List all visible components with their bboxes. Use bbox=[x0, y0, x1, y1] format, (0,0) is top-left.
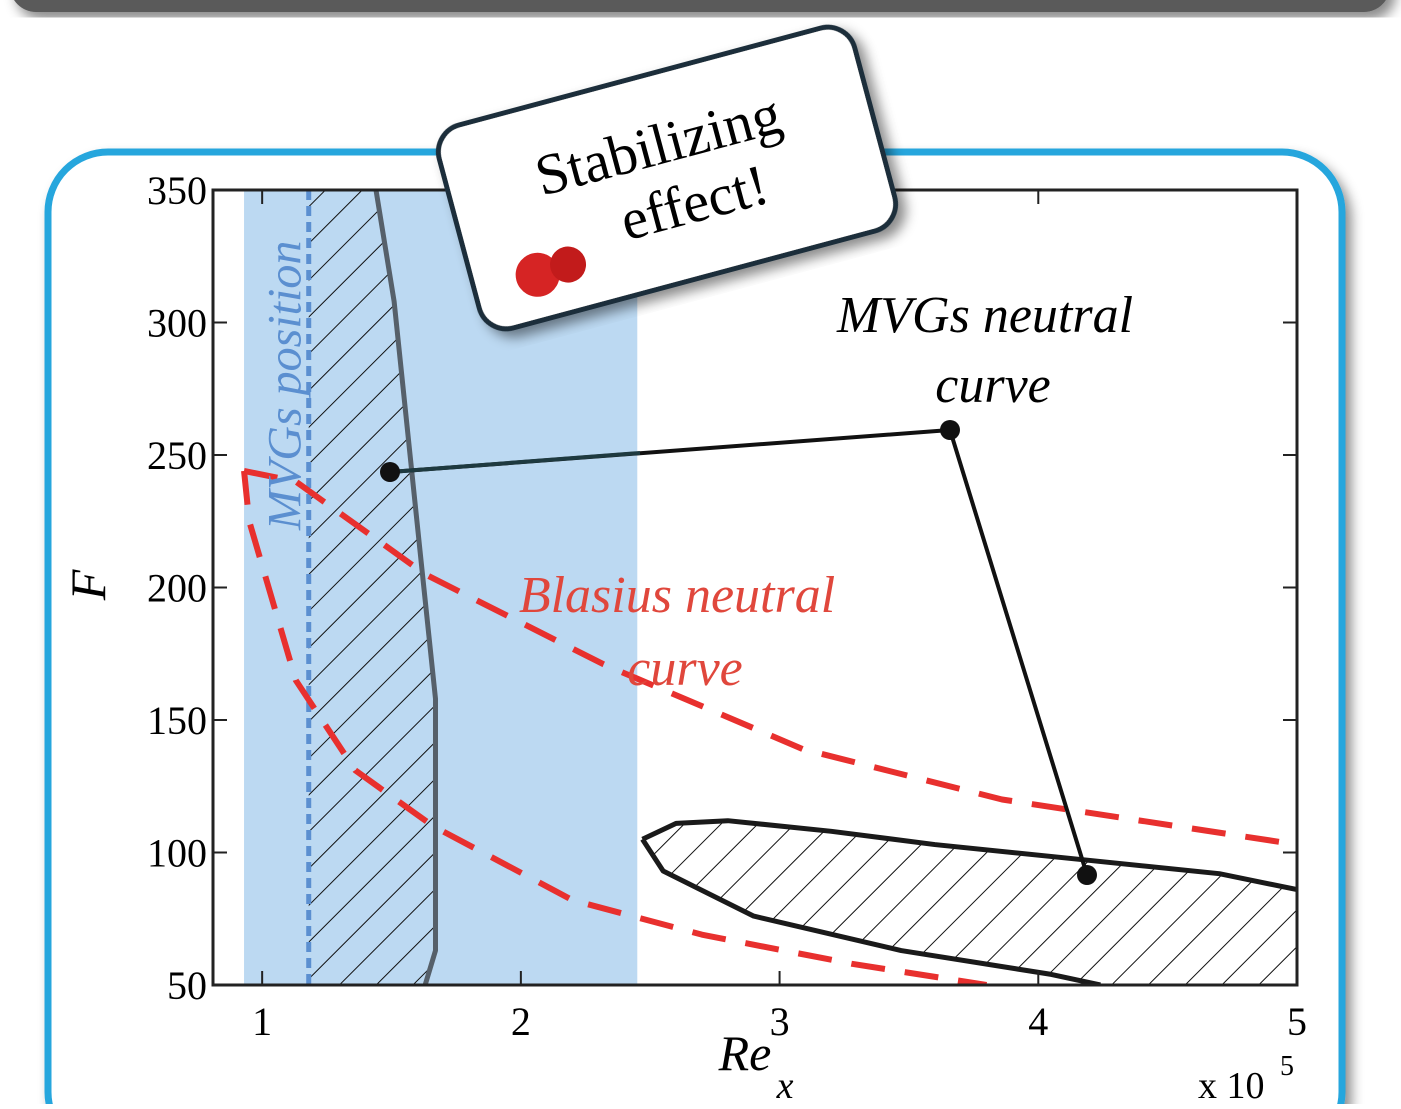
y-tick-label: 150 bbox=[147, 698, 207, 743]
multiplier: x 10 bbox=[1198, 1065, 1265, 1104]
x-tick-label: 5 bbox=[1287, 999, 1307, 1044]
annotations: MVGs position Blasius neutral curve MVGs ne… bbox=[259, 241, 1133, 885]
sticky-note: Stabilizing effect! bbox=[435, 24, 899, 332]
curve bbox=[243, 467, 1297, 848]
pin bbox=[515, 252, 560, 297]
top-bar bbox=[14, 0, 1386, 12]
y-tick-label: 300 bbox=[147, 301, 207, 346]
x-tick-label: 3 bbox=[770, 999, 790, 1044]
blasius-label: curve bbox=[627, 640, 742, 697]
x-tick-label: 4 bbox=[1028, 999, 1048, 1044]
curve bbox=[640, 837, 1101, 985]
y-axis-label: F bbox=[60, 569, 116, 601]
pointer bbox=[389, 451, 641, 474]
plot-area bbox=[241, 190, 1297, 985]
axes: 50 100 150 200 250 300 350 1 2 3 4 5 Rex Fx 10 5 bbox=[60, 168, 1307, 1107]
pointer-dot bbox=[380, 462, 400, 482]
multiplier-exponent: 5 bbox=[1280, 1051, 1294, 1082]
y-tick-label: 50 bbox=[167, 963, 207, 1008]
y-tick-label: 200 bbox=[147, 566, 207, 611]
x-axis-label-sub: x bbox=[776, 1065, 794, 1104]
position-label: MVGs position bbox=[259, 241, 312, 531]
curve bbox=[641, 818, 1297, 893]
pointer-dot bbox=[940, 420, 960, 440]
pin bbox=[550, 246, 587, 283]
curve bbox=[241, 470, 988, 985]
y-tick-label: 100 bbox=[147, 831, 207, 876]
curve bbox=[373, 190, 438, 985]
y-tick-label: 250 bbox=[147, 433, 207, 478]
note-box bbox=[435, 24, 899, 332]
x-tick-label: 2 bbox=[511, 999, 531, 1044]
y-tick-label: 350 bbox=[147, 168, 207, 213]
pointer-dot bbox=[1077, 865, 1097, 885]
hatch-region bbox=[642, 820, 1297, 985]
hatch-region bbox=[308, 190, 436, 985]
x-tick-label: 1 bbox=[252, 999, 272, 1044]
blasius-label: Blasius neutral bbox=[519, 567, 835, 624]
mvgs-label: curve bbox=[935, 357, 1050, 414]
x-axis-label: Re bbox=[718, 1025, 772, 1081]
mvgs-label: MVGs neutral bbox=[836, 287, 1133, 344]
